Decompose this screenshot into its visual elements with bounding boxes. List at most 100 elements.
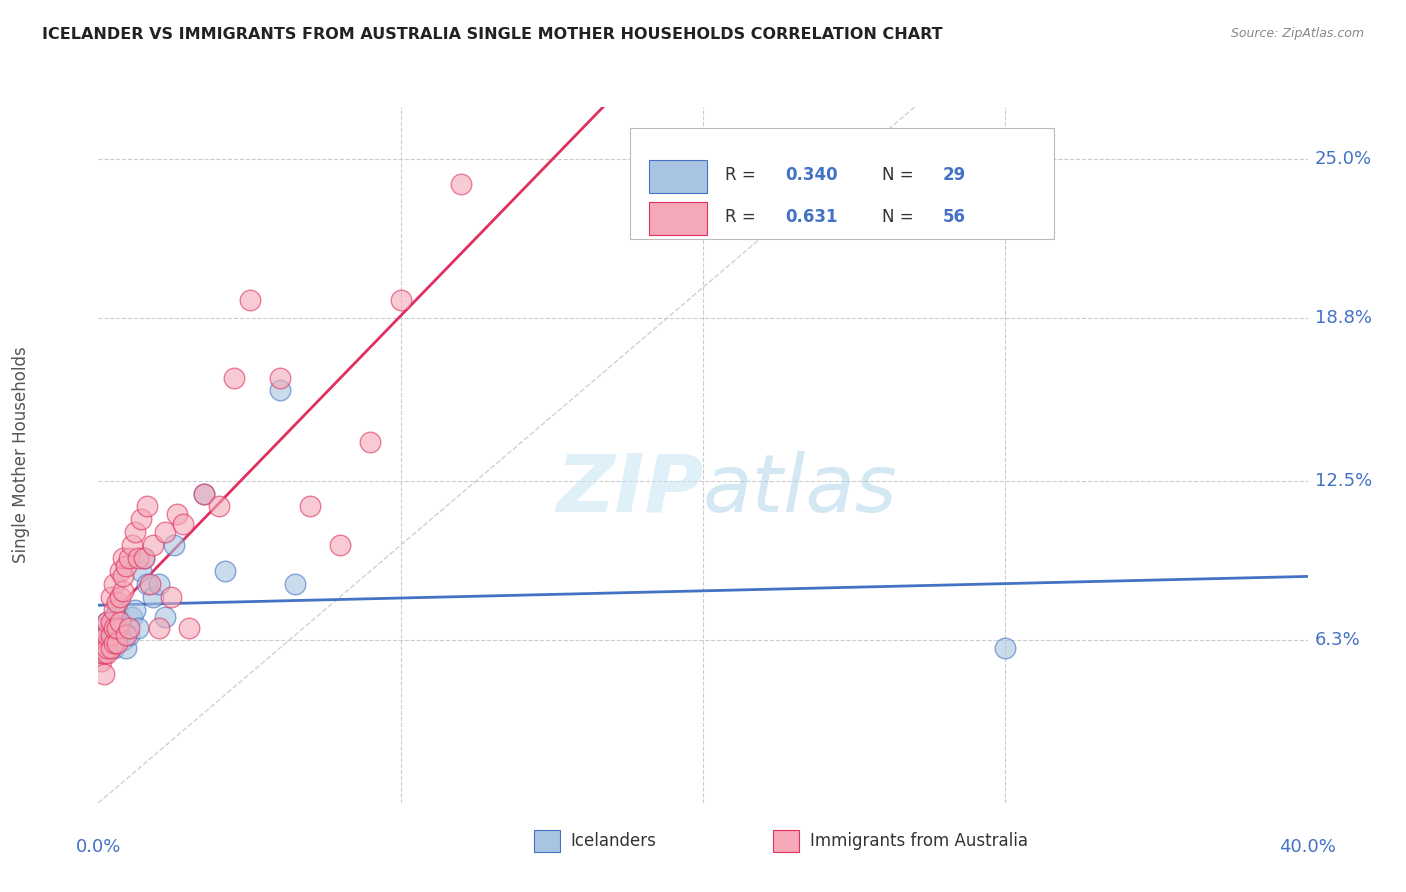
Point (269, 370, 291, 384)
Point (166, 507, 188, 521)
Point (93, 636, 115, 650)
Text: 56: 56 (942, 208, 966, 226)
Point (103, 610, 125, 624)
Point (111, 633, 134, 648)
Point (111, 551, 134, 566)
FancyBboxPatch shape (648, 202, 707, 235)
Point (299, 500, 322, 514)
Point (103, 641, 125, 656)
Point (118, 628, 141, 642)
Point (239, 293, 262, 308)
Point (108, 590, 131, 604)
Point (224, 370, 246, 384)
Point (121, 538, 143, 552)
Text: R =: R = (724, 166, 761, 185)
Point (148, 576, 170, 591)
Point (90, 646, 112, 660)
Point (124, 602, 146, 616)
Point (129, 564, 152, 578)
Point (142, 590, 165, 604)
Point (129, 512, 152, 526)
Point (450, 178, 472, 192)
Point (114, 628, 136, 642)
Point (90, 654, 112, 668)
Point (127, 551, 149, 566)
Point (100, 633, 122, 648)
Point (111, 584, 134, 599)
Text: Icelanders: Icelanders (571, 831, 657, 850)
Point (93, 646, 115, 660)
Point (193, 486, 215, 500)
Point (105, 621, 128, 635)
Point (100, 590, 122, 604)
Point (100, 615, 122, 630)
Point (93, 621, 115, 635)
Point (124, 525, 146, 540)
Point (214, 564, 236, 578)
Point (994, 641, 1017, 656)
Text: 18.8%: 18.8% (1315, 310, 1372, 327)
Text: R =: R = (724, 208, 761, 226)
Text: Single Mother Households: Single Mother Households (13, 347, 30, 563)
Text: N =: N = (882, 208, 920, 226)
Point (142, 538, 165, 552)
Point (284, 576, 307, 591)
Point (118, 551, 141, 566)
Text: ZIP: ZIP (555, 450, 703, 529)
Point (153, 610, 176, 624)
Point (121, 610, 143, 624)
Point (103, 636, 125, 650)
Point (132, 551, 155, 566)
Point (93, 667, 115, 681)
Point (108, 621, 131, 635)
Point (103, 602, 125, 616)
Text: N =: N = (882, 166, 920, 185)
Point (163, 538, 186, 552)
Point (160, 590, 183, 604)
Point (208, 500, 231, 514)
Point (103, 621, 125, 635)
Text: 29: 29 (942, 166, 966, 185)
Point (93, 628, 115, 642)
Point (118, 621, 141, 635)
Text: 25.0%: 25.0% (1315, 150, 1372, 168)
Point (96, 646, 118, 660)
Point (96, 615, 118, 630)
Text: atlas: atlas (703, 450, 898, 529)
Point (148, 621, 170, 635)
Text: 0.0%: 0.0% (76, 838, 121, 856)
Point (96, 615, 118, 630)
Point (108, 564, 131, 578)
Text: 0.631: 0.631 (785, 208, 838, 226)
Point (139, 576, 162, 591)
Point (114, 558, 136, 573)
Point (93, 646, 115, 660)
Point (172, 517, 194, 532)
Point (90, 633, 112, 648)
Point (127, 621, 149, 635)
Point (111, 569, 134, 583)
Text: 0.340: 0.340 (785, 166, 838, 185)
FancyBboxPatch shape (630, 128, 1053, 239)
FancyBboxPatch shape (648, 160, 707, 194)
Point (132, 551, 155, 566)
Point (105, 595, 128, 609)
Text: ICELANDER VS IMMIGRANTS FROM AUSTRALIA SINGLE MOTHER HOUSEHOLDS CORRELATION CHAR: ICELANDER VS IMMIGRANTS FROM AUSTRALIA S… (42, 27, 943, 42)
Point (135, 576, 157, 591)
Text: 12.5%: 12.5% (1315, 472, 1372, 490)
Point (105, 602, 128, 616)
Text: Immigrants from Australia: Immigrants from Australia (810, 831, 1028, 850)
Point (360, 435, 382, 450)
Point (96, 628, 118, 642)
Point (108, 615, 131, 630)
Text: 6.3%: 6.3% (1315, 632, 1361, 649)
Point (329, 538, 352, 552)
Point (193, 486, 215, 500)
Point (100, 641, 122, 656)
Text: Source: ZipAtlas.com: Source: ZipAtlas.com (1230, 27, 1364, 40)
Point (269, 384, 291, 398)
Point (105, 636, 128, 650)
Point (96, 641, 118, 656)
Point (90, 641, 112, 656)
Point (114, 641, 136, 656)
